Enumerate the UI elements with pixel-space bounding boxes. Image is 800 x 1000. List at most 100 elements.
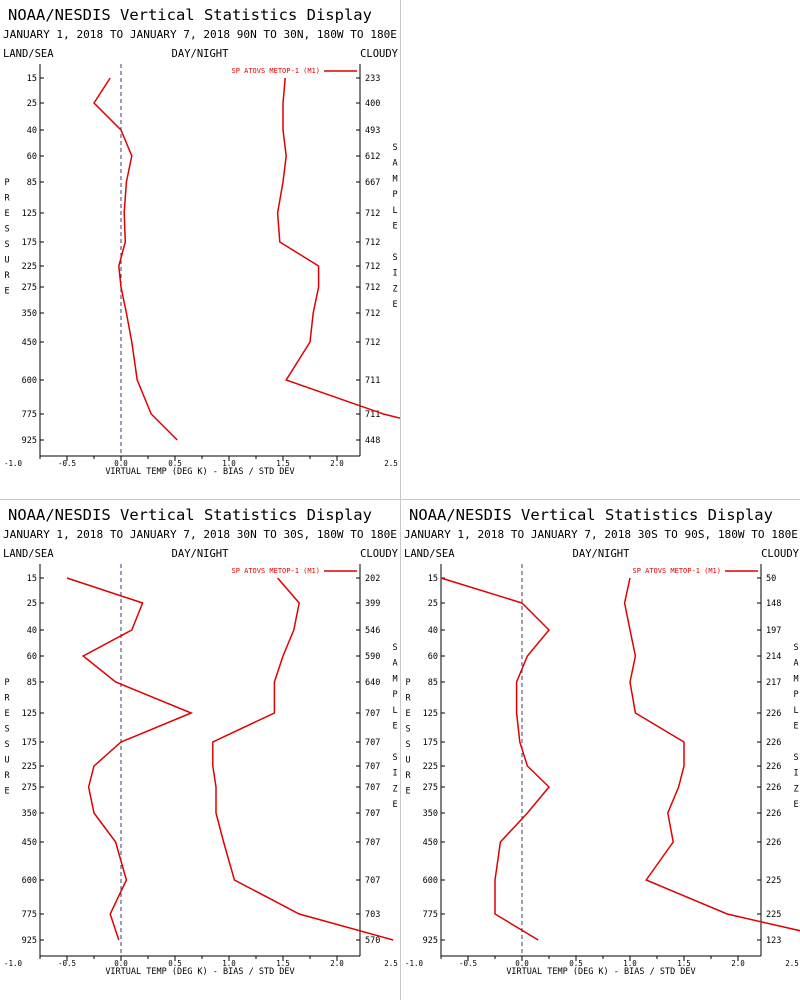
pressure-tick-label: 15 bbox=[428, 574, 438, 584]
chart-svg: NOAA/NESDIS Vertical Statistics Display J… bbox=[3, 6, 400, 477]
pressure-axis-letter: E bbox=[405, 787, 410, 797]
pressure-tick-label: 25 bbox=[27, 99, 37, 109]
sample-size-label: 226 bbox=[766, 709, 781, 719]
chart-title: NOAA/NESDIS Vertical Statistics Display bbox=[409, 506, 773, 524]
sample-size-label: 590 bbox=[365, 652, 380, 662]
sample-size-axis-letter: A bbox=[392, 659, 397, 669]
std-dev-series-line bbox=[623, 577, 800, 932]
sample-size-label: 546 bbox=[365, 626, 380, 636]
pressure-axis-letter: E bbox=[4, 287, 9, 297]
sample-size-label: 712 bbox=[365, 238, 380, 248]
sample-size-axis-letter: S bbox=[392, 253, 397, 263]
sample-size-label: 712 bbox=[365, 262, 380, 272]
pressure-axis-letter: R bbox=[405, 694, 411, 704]
legend-label: SP ATOVS METOP-1 (M1) bbox=[632, 567, 721, 575]
sample-size-axis-letter: S bbox=[392, 753, 397, 763]
legend-label: SP ATOVS METOP-1 (M1) bbox=[231, 567, 320, 575]
x-axis-label: VIRTUAL TEMP (DEG K) - BIAS / STD DEV bbox=[506, 967, 695, 977]
chart-title: NOAA/NESDIS Vertical Statistics Display bbox=[8, 6, 372, 24]
sample-size-label: 202 bbox=[365, 574, 380, 584]
chart-subtitle: JANUARY 1, 2018 TO JANUARY 7, 2018 90N T… bbox=[3, 29, 397, 41]
sample-size-label: 707 bbox=[365, 783, 380, 793]
pressure-tick-label: 60 bbox=[428, 652, 438, 662]
pressure-axis-letter: S bbox=[4, 740, 9, 750]
pressure-tick-label: 175 bbox=[22, 238, 37, 248]
pressure-tick-label: 450 bbox=[423, 838, 438, 848]
sample-size-axis-letter: I bbox=[392, 269, 397, 279]
pressure-tick-label: 15 bbox=[27, 74, 37, 84]
x-tick-label: 0.5 bbox=[168, 959, 182, 968]
pressure-tick-label: 175 bbox=[423, 738, 438, 748]
sample-size-label: 50 bbox=[766, 574, 776, 584]
x-axis-label: VIRTUAL TEMP (DEG K) - BIAS / STD DEV bbox=[105, 967, 294, 977]
pressure-tick-label: 775 bbox=[22, 410, 37, 420]
x-tick-label: 1.0 bbox=[222, 959, 236, 968]
pressure-tick-label: 275 bbox=[423, 783, 438, 793]
land-sea-label: LAND/SEA bbox=[404, 548, 455, 560]
sample-size-label: 712 bbox=[365, 209, 380, 219]
x-tick-label: -0.5 bbox=[58, 459, 76, 468]
pressure-tick-label: 225 bbox=[22, 762, 37, 772]
pressure-tick-label: 600 bbox=[423, 876, 438, 886]
pressure-tick-label: 40 bbox=[27, 126, 37, 136]
sample-size-axis-letter: L bbox=[392, 706, 397, 716]
cloudy-label: CLOUDY bbox=[360, 48, 399, 60]
pressure-axis-letter: R bbox=[4, 771, 10, 781]
pressure-tick-label: 225 bbox=[22, 262, 37, 272]
pressure-axis-letter: E bbox=[405, 709, 410, 719]
sample-size-label: 214 bbox=[766, 652, 781, 662]
chart-svg: NOAA/NESDIS Vertical Statistics Display J… bbox=[404, 506, 800, 977]
land-sea-label: LAND/SEA bbox=[3, 48, 54, 60]
x-tick-label: 2.5 bbox=[384, 459, 398, 468]
sample-size-label: 570 bbox=[365, 936, 380, 946]
sample-size-axis-letter: I bbox=[793, 769, 798, 779]
sample-size-axis-letter: P bbox=[392, 190, 397, 200]
pressure-tick-label: 350 bbox=[22, 809, 37, 819]
sample-size-label: 226 bbox=[766, 738, 781, 748]
x-tick-label: -1.0 bbox=[4, 959, 23, 968]
x-tick-label: 0.5 bbox=[168, 459, 182, 468]
sample-size-label: 226 bbox=[766, 838, 781, 848]
pressure-axis-letter: U bbox=[4, 756, 9, 766]
pressure-tick-label: 40 bbox=[27, 626, 37, 636]
pressure-tick-label: 925 bbox=[423, 936, 438, 946]
sample-size-label: 217 bbox=[766, 678, 781, 688]
sample-size-label: 707 bbox=[365, 876, 380, 886]
pressure-tick-label: 40 bbox=[428, 626, 438, 636]
bias-series-line bbox=[93, 77, 178, 441]
pressure-tick-label: 925 bbox=[22, 436, 37, 446]
x-tick-label: 2.0 bbox=[731, 959, 745, 968]
chart-subtitle: JANUARY 1, 2018 TO JANUARY 7, 2018 30S T… bbox=[404, 529, 798, 541]
sample-size-label: 226 bbox=[766, 762, 781, 772]
sample-size-label: 707 bbox=[365, 838, 380, 848]
pressure-axis-letter: U bbox=[4, 256, 9, 266]
sample-size-axis-letter: M bbox=[392, 674, 397, 684]
pressure-axis-letter: E bbox=[4, 787, 9, 797]
pressure-tick-label: 350 bbox=[423, 809, 438, 819]
sample-size-axis-letter: Z bbox=[392, 284, 397, 294]
sample-size-label: 712 bbox=[365, 283, 380, 293]
day-night-label: DAY/NIGHT bbox=[172, 48, 230, 60]
x-tick-label: 1.5 bbox=[276, 459, 290, 468]
sample-size-label: 148 bbox=[766, 599, 781, 609]
pressure-tick-label: 350 bbox=[22, 309, 37, 319]
sample-size-axis-letter: A bbox=[392, 159, 397, 169]
pressure-tick-label: 125 bbox=[22, 209, 37, 219]
chart-title: NOAA/NESDIS Vertical Statistics Display bbox=[8, 506, 372, 524]
sample-size-axis-letter: P bbox=[392, 690, 397, 700]
x-tick-label: 1.0 bbox=[222, 459, 236, 468]
pressure-tick-label: 175 bbox=[22, 738, 37, 748]
pressure-tick-label: 85 bbox=[27, 678, 37, 688]
pressure-tick-label: 450 bbox=[22, 338, 37, 348]
chart-panel-south: NOAA/NESDIS Vertical Statistics Display J… bbox=[401, 500, 800, 1000]
sample-size-axis-letter: E bbox=[392, 800, 397, 810]
pressure-axis-letter: U bbox=[405, 756, 410, 766]
pressure-axis-letter: S bbox=[4, 225, 9, 235]
sample-size-label: 640 bbox=[365, 678, 380, 688]
pressure-tick-label: 25 bbox=[27, 599, 37, 609]
sample-size-axis-letter: A bbox=[793, 659, 798, 669]
sample-size-label: 226 bbox=[766, 783, 781, 793]
sample-size-axis-letter: P bbox=[793, 690, 798, 700]
sample-size-axis-letter: Z bbox=[392, 784, 397, 794]
pressure-axis-letter: R bbox=[4, 194, 10, 204]
